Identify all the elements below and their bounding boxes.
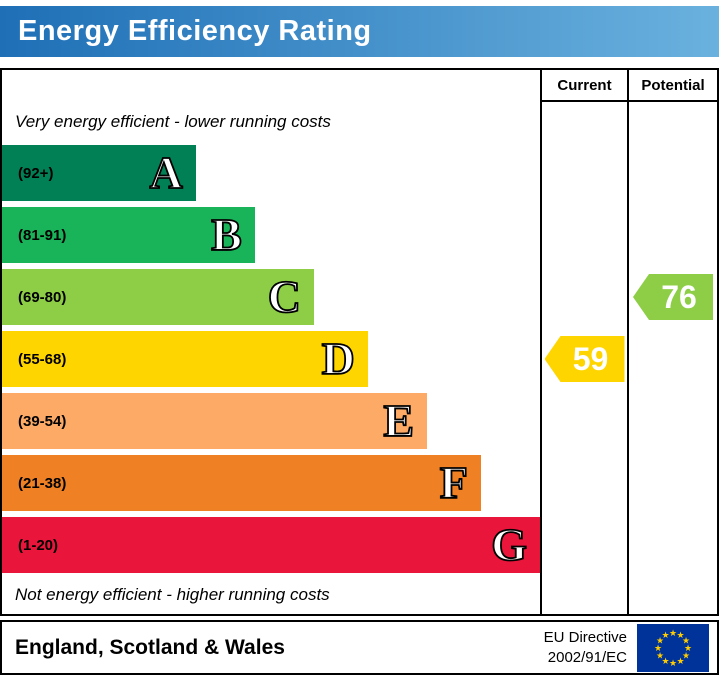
- eu-flag-star: ★: [676, 630, 684, 640]
- bands-area: Very energy efficient - lower running co…: [2, 102, 540, 614]
- band-bar-f: (21-38) F: [2, 455, 481, 511]
- band-letter: C: [267, 271, 302, 322]
- eu-flag-star: ★: [661, 656, 669, 666]
- chart-header-row: Current Potential: [2, 70, 717, 102]
- band-bar-d: (55-68) D: [2, 331, 368, 387]
- band-letter: A: [149, 147, 184, 198]
- eu-flag-star: ★: [669, 628, 677, 638]
- eu-flag-star: ★: [682, 650, 690, 660]
- band-bar-a: (92+) A: [2, 145, 196, 201]
- rating-chart: Current Potential Very energy efficient …: [0, 68, 719, 616]
- band-letter: F: [439, 457, 469, 508]
- band-range: (55-68): [18, 350, 67, 368]
- eu-flag-star: ★: [682, 635, 690, 645]
- band-letter: G: [490, 519, 528, 570]
- band-letter: D: [321, 333, 356, 384]
- region-label: England, Scotland & Wales: [15, 635, 285, 659]
- band-row-g: (1-20) G: [2, 514, 540, 576]
- band-range: (1-20): [18, 536, 59, 554]
- top-note: Very energy efficient - lower running co…: [15, 112, 331, 131]
- eu-flag-star: ★: [661, 630, 669, 640]
- chart-body: Very energy efficient - lower running co…: [2, 102, 717, 614]
- band-range: (69-80): [18, 288, 67, 306]
- eu-flag-star: ★: [656, 635, 664, 645]
- eu-flag-star: ★: [654, 643, 662, 653]
- band-bar-c: (69-80) C: [2, 269, 315, 325]
- band-row-f: (21-38) F: [2, 452, 540, 514]
- eu-flag-star: ★: [669, 658, 677, 668]
- band-bar-e: (39-54) E: [2, 393, 428, 449]
- band-row-a: (92+) A: [2, 142, 540, 204]
- potential-column-header: Potential: [627, 70, 717, 102]
- band-range: (92+): [18, 164, 54, 182]
- band-row-c: (69-80) C: [2, 266, 540, 328]
- eu-flag-field: [637, 623, 709, 672]
- header-spacer: [2, 70, 540, 102]
- eu-flag-star: ★: [684, 643, 692, 653]
- eu-directive-label: EU Directive 2002/91/EC: [544, 628, 627, 667]
- eu-flag-star: ★: [676, 656, 684, 666]
- footer: England, Scotland & Wales EU Directive 2…: [0, 620, 719, 675]
- band-row-b: (81-91) B: [2, 204, 540, 266]
- band-letter: B: [210, 209, 242, 260]
- band-row-d: (55-68) D: [2, 328, 540, 390]
- band-range: (81-91): [18, 226, 67, 244]
- eu-directive-line2: 2002/91/EC: [547, 648, 627, 666]
- bottom-note: Not energy efficient - higher running co…: [15, 585, 330, 604]
- band-row-e: (39-54) E: [2, 390, 540, 452]
- eu-flag-star: ★: [656, 650, 664, 660]
- potential-column: 76: [627, 102, 717, 614]
- current-column: 59: [540, 102, 627, 614]
- current-rating-pointer: 59: [544, 336, 625, 382]
- current-column-header: Current: [540, 70, 627, 102]
- page-title: Energy Efficiency Rating: [18, 15, 372, 47]
- band-bar-b: (81-91) B: [2, 207, 255, 263]
- band-bar-g: (1-20) G: [2, 517, 540, 573]
- potential-rating-pointer: 76: [633, 274, 713, 320]
- title-banner: Energy Efficiency Rating: [0, 6, 719, 57]
- band-range: (39-54): [18, 412, 67, 430]
- eu-directive-line1: EU Directive: [543, 629, 627, 646]
- bands: (92+) A (81-91) B (69-80) C (55-68) D (39-54) E (2…: [2, 142, 540, 576]
- band-letter: E: [382, 395, 415, 446]
- eu-flag: ★ ★★★★★★★★★★★: [637, 623, 709, 672]
- band-range: (21-38): [18, 474, 67, 492]
